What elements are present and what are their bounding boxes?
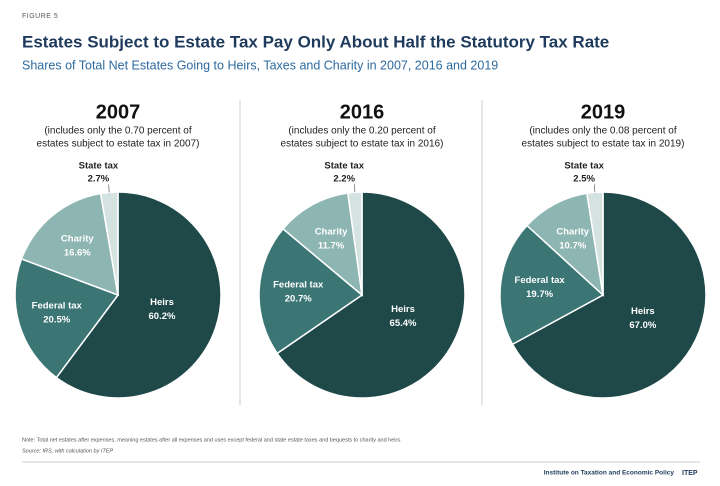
- slice-label: State tax: [324, 161, 364, 172]
- figure-label: FIGURE 5: [22, 13, 58, 20]
- pie-subtitle: estates subject to estate tax in 2019): [522, 139, 685, 150]
- slice-label: Charity: [61, 233, 94, 244]
- pie-slice: [525, 192, 605, 298]
- slice-label: State tax: [564, 161, 604, 172]
- pie-title: 2016: [340, 101, 385, 123]
- leader-line: [353, 184, 356, 193]
- slice-label: Heirs: [150, 297, 174, 308]
- note: Note: Total net estates after expenses, …: [22, 437, 402, 443]
- slice-value: 65.4%: [390, 318, 417, 329]
- slice-label: Charity: [315, 227, 348, 238]
- leader-line: [593, 184, 596, 193]
- slice-label: Heirs: [391, 304, 415, 315]
- leader-line: [108, 184, 110, 193]
- slice-label: Federal tax: [32, 301, 83, 312]
- pie-slice: [14, 257, 120, 379]
- slice-value: 19.7%: [526, 289, 553, 300]
- slice-label: Federal tax: [273, 280, 324, 291]
- subtitle: Shares of Total Net Estates Going to Hei…: [22, 58, 498, 72]
- slice-value: 11.7%: [318, 241, 345, 252]
- slice-value: 10.7%: [559, 240, 586, 251]
- pie-slice: [258, 227, 364, 355]
- slice-value: 60.2%: [149, 311, 176, 322]
- pie-slice: [20, 192, 119, 297]
- slice-value: 2.5%: [573, 174, 595, 185]
- pie-slice: [511, 191, 707, 399]
- slice-value: 2.2%: [333, 174, 355, 185]
- slice-label: Heirs: [631, 306, 655, 317]
- slice-value: 16.6%: [64, 247, 91, 258]
- slice-label: State tax: [79, 161, 119, 172]
- pie-slice: [586, 191, 604, 296]
- slice-value: 67.0%: [629, 320, 656, 331]
- credit: Institute on Taxation and Economic Polic…: [544, 470, 675, 477]
- source: Source: IRS, with calculation by ITEP: [22, 448, 113, 454]
- pie-subtitle: estates subject to estate tax in 2016): [281, 139, 444, 150]
- slice-value: 2.7%: [88, 174, 110, 185]
- pie-slice: [276, 191, 466, 399]
- slice-value: 20.5%: [43, 315, 70, 326]
- logo: ITEP: [682, 470, 698, 477]
- slice-label: Federal tax: [515, 275, 566, 286]
- pie-slice: [281, 192, 364, 297]
- slice-label: Charity: [556, 226, 589, 237]
- pie-title: 2019: [581, 101, 626, 123]
- pie-slice: [99, 191, 119, 296]
- pie-subtitle: estates subject to estate tax in 2007): [37, 139, 200, 150]
- pie-subtitle: (includes only the 0.70 percent of: [44, 126, 192, 137]
- pie-slice: [499, 224, 605, 346]
- slice-value: 20.7%: [285, 294, 312, 305]
- pie-subtitle: (includes only the 0.20 percent of: [288, 126, 436, 137]
- pie-subtitle: (includes only the 0.08 percent of: [529, 126, 677, 137]
- pie-title: 2007: [96, 101, 141, 123]
- title: Estates Subject to Estate Tax Pay Only A…: [22, 32, 609, 51]
- pie-slice: [55, 191, 222, 399]
